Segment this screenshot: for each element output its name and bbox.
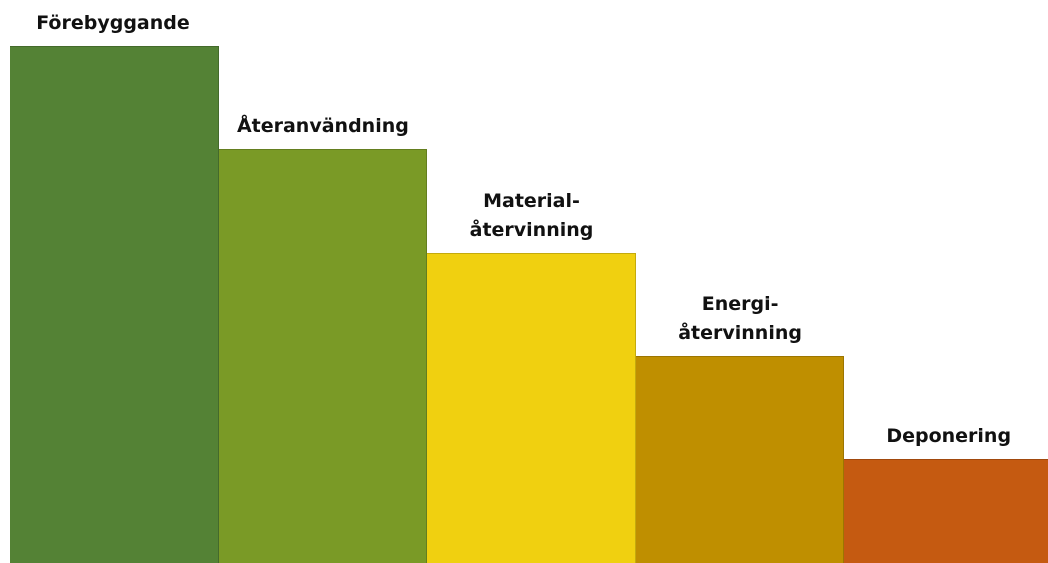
label-line: Material- — [483, 189, 580, 212]
label-line: Förebyggande — [36, 12, 190, 34]
label-deponering: Deponering — [886, 422, 1011, 451]
step-ateranvandning — [218, 149, 428, 563]
step-materialatervinning — [427, 252, 636, 563]
label-ateranvandning: Återanvändning — [237, 112, 409, 141]
label-energiatervinning: Energi- återvinning — [678, 290, 802, 348]
label-materialatervinning: Material- återvinning — [470, 187, 594, 245]
step-energiatervinning — [635, 355, 845, 563]
step-deponering — [844, 459, 1048, 563]
label-line: Deponering — [886, 425, 1012, 447]
label-line: Återanvändning — [236, 115, 409, 138]
label-line: återvinning — [469, 218, 594, 241]
label-line: Energi- — [701, 292, 779, 315]
step-forebyggande — [10, 46, 219, 563]
label-line: återvinning — [678, 321, 802, 344]
label-forebyggande: Förebyggande — [36, 9, 190, 38]
